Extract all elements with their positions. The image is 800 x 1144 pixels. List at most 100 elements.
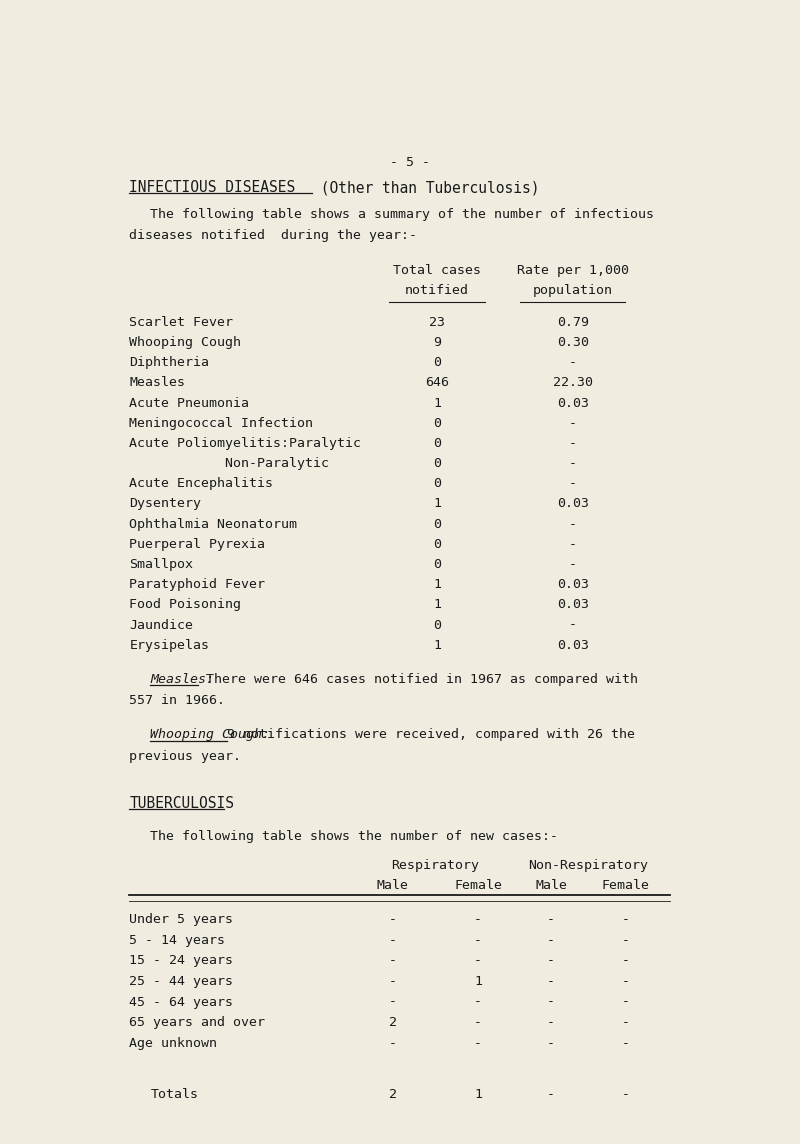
Text: 557 in 1966.: 557 in 1966. — [130, 694, 226, 707]
Text: -: - — [547, 1088, 555, 1102]
Text: -: - — [547, 954, 555, 967]
Text: -: - — [622, 1016, 630, 1030]
Text: 0: 0 — [433, 356, 441, 370]
Text: 1: 1 — [474, 975, 482, 988]
Text: -: - — [569, 437, 577, 450]
Text: Female: Female — [454, 879, 502, 892]
Text: -: - — [474, 1036, 482, 1050]
Text: Whooping Cough:: Whooping Cough: — [150, 729, 270, 741]
Text: 0.03: 0.03 — [557, 598, 589, 611]
Text: Under 5 years: Under 5 years — [130, 913, 234, 925]
Text: 0.03: 0.03 — [557, 578, 589, 591]
Text: -: - — [389, 995, 397, 1009]
Text: Whooping Cough: Whooping Cough — [130, 336, 242, 349]
Text: Paratyphoid Fever: Paratyphoid Fever — [130, 578, 266, 591]
Text: Scarlet Fever: Scarlet Fever — [130, 316, 234, 329]
Text: Measles:: Measles: — [150, 673, 214, 685]
Text: 2: 2 — [389, 1016, 397, 1030]
Text: Age unknown: Age unknown — [130, 1036, 218, 1050]
Text: -: - — [547, 995, 555, 1009]
Text: -: - — [547, 975, 555, 988]
Text: Dysentery: Dysentery — [130, 498, 202, 510]
Text: (Other than Tuberculosis): (Other than Tuberculosis) — [311, 181, 539, 196]
Text: -: - — [389, 975, 397, 988]
Text: -: - — [547, 913, 555, 925]
Text: Puerperal Pyrexia: Puerperal Pyrexia — [130, 538, 266, 550]
Text: Respiratory: Respiratory — [391, 859, 479, 872]
Text: 25 - 44 years: 25 - 44 years — [130, 975, 234, 988]
Text: Total cases: Total cases — [393, 263, 481, 277]
Text: INFECTIOUS DISEASES: INFECTIOUS DISEASES — [130, 181, 296, 196]
Text: previous year.: previous year. — [130, 749, 242, 763]
Text: 1: 1 — [474, 1088, 482, 1102]
Text: There were 646 cases notified in 1967 as compared with: There were 646 cases notified in 1967 as… — [198, 673, 638, 685]
Text: Non-Paralytic: Non-Paralytic — [130, 458, 330, 470]
Text: -: - — [389, 934, 397, 946]
Text: 0: 0 — [433, 619, 441, 631]
Text: 0.79: 0.79 — [557, 316, 589, 329]
Text: 2: 2 — [389, 1088, 397, 1102]
Text: TUBERCULOSIS: TUBERCULOSIS — [130, 796, 234, 811]
Text: 0.03: 0.03 — [557, 498, 589, 510]
Text: -: - — [569, 458, 577, 470]
Text: 23: 23 — [429, 316, 445, 329]
Text: -: - — [622, 995, 630, 1009]
Text: Male: Male — [377, 879, 409, 892]
Text: -: - — [547, 1036, 555, 1050]
Text: -: - — [474, 1016, 482, 1030]
Text: 1: 1 — [433, 638, 441, 652]
Text: -: - — [569, 517, 577, 531]
Text: Ophthalmia Neonatorum: Ophthalmia Neonatorum — [130, 517, 298, 531]
Text: -: - — [474, 913, 482, 925]
Text: 0: 0 — [433, 416, 441, 430]
Text: 0: 0 — [433, 477, 441, 491]
Text: notified: notified — [405, 284, 469, 296]
Text: -: - — [389, 1036, 397, 1050]
Text: -: - — [569, 416, 577, 430]
Text: -: - — [569, 477, 577, 491]
Text: 65 years and over: 65 years and over — [130, 1016, 266, 1030]
Text: 0.03: 0.03 — [557, 397, 589, 410]
Text: Jaundice: Jaundice — [130, 619, 194, 631]
Text: Food Poisoning: Food Poisoning — [130, 598, 242, 611]
Text: Acute Encephalitis: Acute Encephalitis — [130, 477, 274, 491]
Text: Smallpox: Smallpox — [130, 558, 194, 571]
Text: 1: 1 — [433, 598, 441, 611]
Text: -: - — [569, 619, 577, 631]
Text: 9 notifications were received, compared with 26 the: 9 notifications were received, compared … — [227, 729, 635, 741]
Text: 22.30: 22.30 — [553, 376, 593, 389]
Text: -: - — [622, 1088, 630, 1102]
Text: -: - — [622, 913, 630, 925]
Text: -: - — [622, 934, 630, 946]
Text: population: population — [533, 284, 613, 296]
Text: Erysipelas: Erysipelas — [130, 638, 210, 652]
Text: 1: 1 — [433, 397, 441, 410]
Text: The following table shows a summary of the number of infectious: The following table shows a summary of t… — [150, 208, 654, 221]
Text: 646: 646 — [425, 376, 449, 389]
Text: Measles: Measles — [130, 376, 186, 389]
Text: - 5 -: - 5 - — [390, 156, 430, 169]
Text: 5 - 14 years: 5 - 14 years — [130, 934, 226, 946]
Text: Male: Male — [535, 879, 567, 892]
Text: -: - — [547, 934, 555, 946]
Text: 0: 0 — [433, 558, 441, 571]
Text: 0: 0 — [433, 437, 441, 450]
Text: 1: 1 — [433, 578, 441, 591]
Text: 0.30: 0.30 — [557, 336, 589, 349]
Text: Totals: Totals — [150, 1088, 198, 1102]
Text: 9: 9 — [433, 336, 441, 349]
Text: -: - — [474, 995, 482, 1009]
Text: 0: 0 — [433, 538, 441, 550]
Text: Rate per 1,000: Rate per 1,000 — [517, 263, 629, 277]
Text: -: - — [474, 934, 482, 946]
Text: -: - — [622, 975, 630, 988]
Text: 0.03: 0.03 — [557, 638, 589, 652]
Text: Female: Female — [602, 879, 650, 892]
Text: Non-Respiratory: Non-Respiratory — [528, 859, 648, 872]
Text: -: - — [622, 954, 630, 967]
Text: 0: 0 — [433, 517, 441, 531]
Text: Meningococcal Infection: Meningococcal Infection — [130, 416, 314, 430]
Text: Diphtheria: Diphtheria — [130, 356, 210, 370]
Text: -: - — [474, 954, 482, 967]
Text: -: - — [569, 538, 577, 550]
